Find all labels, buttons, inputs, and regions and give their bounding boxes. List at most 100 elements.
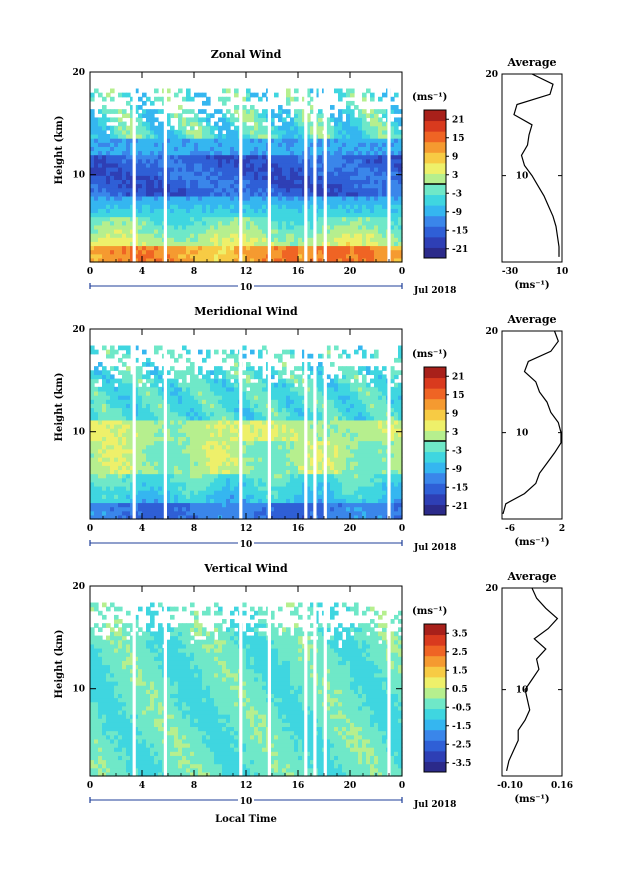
heatmap-cell	[234, 249, 239, 255]
heatmap-cell	[150, 241, 155, 247]
heatmap-cell	[118, 477, 123, 483]
heatmap-cell	[382, 237, 387, 242]
heatmap-cell	[154, 490, 159, 495]
heatmap-cell	[174, 142, 179, 147]
heatmap-cell	[234, 129, 239, 135]
heatmap-cell	[290, 158, 295, 164]
heatmap-cell	[254, 121, 259, 127]
heatmap-cell	[246, 208, 251, 214]
heatmap-cell	[126, 237, 131, 242]
heatmap-cell	[110, 407, 115, 413]
heatmap-cell	[282, 224, 287, 230]
heatmap-cell	[274, 146, 279, 152]
heatmap-cell	[242, 415, 247, 421]
heatmap-cell	[390, 200, 395, 205]
heatmap-cell	[394, 253, 399, 259]
heatmap-cell	[382, 245, 387, 251]
heatmap-cell	[150, 473, 155, 479]
heatmap-cell	[202, 407, 207, 413]
heatmap-cell	[298, 138, 303, 143]
heatmap-cell	[106, 158, 111, 164]
heatmap-cell	[258, 510, 263, 516]
heatmap-cell	[150, 117, 155, 123]
heatmap-cell	[146, 490, 151, 495]
heatmap-cell	[370, 138, 375, 143]
heatmap-cell	[214, 494, 219, 499]
heatmap-cell	[350, 216, 355, 222]
heatmap-cell	[270, 399, 275, 404]
heatmap-cell	[190, 370, 195, 376]
heatmap-cell	[166, 241, 171, 247]
heatmap-cell	[130, 113, 135, 119]
heatmap-cell	[354, 162, 359, 168]
heatmap-cell	[282, 257, 287, 263]
heatmap-cell	[146, 146, 151, 152]
heatmap-cell	[134, 457, 139, 462]
heatmap-cell	[190, 440, 195, 446]
heatmap-cell	[202, 395, 207, 400]
heatmap-cell	[358, 125, 363, 131]
heatmap-cell	[226, 257, 231, 263]
heatmap-cell	[126, 175, 131, 180]
heatmap-cell	[130, 228, 135, 234]
heatmap-cell	[250, 386, 255, 392]
heatmap-cell	[218, 150, 223, 156]
heatmap-cell	[98, 386, 103, 392]
heatmap-cell	[254, 452, 259, 458]
heatmap-cell	[318, 171, 323, 176]
heatmap-cell	[246, 154, 251, 160]
heatmap-cell	[126, 241, 131, 247]
heatmap-cell	[190, 249, 195, 255]
heatmap-cell	[174, 92, 179, 98]
heatmap-cell	[198, 366, 203, 371]
heatmap-cell	[182, 175, 187, 180]
heatmap-cell	[226, 175, 231, 180]
heatmap-cell	[286, 187, 291, 193]
heatmap-cell	[278, 382, 283, 388]
heatmap-cell	[306, 257, 311, 263]
heatmap-cell	[270, 208, 275, 214]
heatmap-cell	[282, 245, 287, 251]
heatmap-cell	[342, 158, 347, 164]
heatmap-cell	[170, 158, 175, 164]
heatmap-cell	[258, 469, 263, 475]
heatmap-cell	[358, 233, 363, 238]
heatmap-cell	[282, 175, 287, 180]
heatmap-cell	[142, 477, 147, 483]
heatmap-cell	[390, 204, 395, 209]
heatmap-cell	[138, 440, 143, 446]
heatmap-cell	[246, 179, 251, 185]
heatmap-cell	[254, 407, 259, 413]
heatmap-cell	[374, 220, 379, 226]
heatmap-cell	[294, 158, 299, 164]
heatmap-cell	[274, 506, 279, 512]
heatmap-cell	[278, 150, 283, 156]
heatmap-cell	[202, 452, 207, 458]
heatmap-cell	[214, 249, 219, 255]
heatmap-cell	[110, 146, 115, 152]
heatmap-cell	[150, 224, 155, 230]
heatmap-cell	[94, 366, 99, 371]
heatmap-cell	[118, 133, 123, 139]
heatmap-cell	[258, 212, 263, 218]
heatmap-cell	[366, 220, 371, 226]
heatmap-cell	[118, 436, 123, 442]
heatmap-cell	[258, 403, 263, 409]
heatmap-cell	[282, 154, 287, 160]
heatmap-cell	[254, 129, 259, 135]
heatmap-cell	[218, 183, 223, 189]
heatmap-cell	[150, 399, 155, 404]
heatmap-cell	[242, 129, 247, 135]
heatmap-cell	[362, 117, 367, 123]
heatmap-cell	[98, 224, 103, 230]
colorbar-swatch	[424, 110, 446, 122]
heatmap-cell	[178, 424, 183, 429]
heatmap-cell	[358, 249, 363, 255]
heatmap-cell	[166, 158, 171, 164]
heatmap-cell	[102, 502, 107, 508]
heatmap-cell	[102, 403, 107, 409]
heatmap-cell	[346, 191, 351, 197]
heatmap-cell	[306, 200, 311, 205]
heatmap-cell	[258, 249, 263, 255]
heatmap-cell	[150, 146, 155, 152]
